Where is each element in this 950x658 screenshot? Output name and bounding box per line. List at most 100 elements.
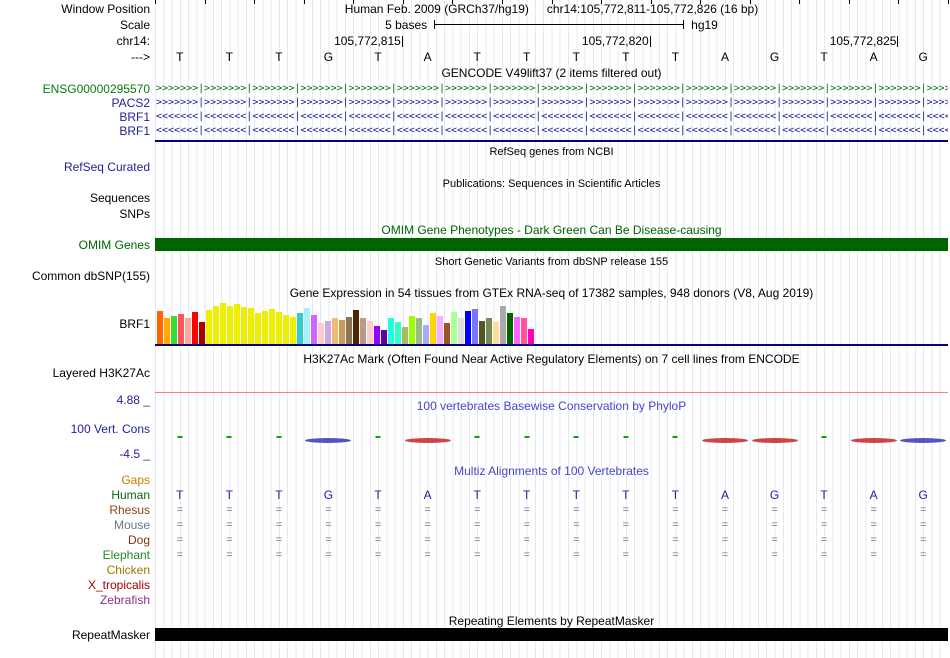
gtex-tissue-bar[interactable]	[402, 327, 408, 344]
label-layered-h3k27ac[interactable]: Layered H3K27Ac	[52, 366, 150, 380]
gtex-tissue-bar[interactable]	[157, 311, 163, 344]
gtex-tissue-bar[interactable]	[297, 313, 303, 344]
gene-label-brf1[interactable]: BRF1	[119, 124, 150, 138]
gtex-tissue-bar[interactable]	[213, 306, 219, 344]
gtex-track-title[interactable]: Gene Expression in 54 tissues from GTEx …	[289, 286, 814, 300]
multiz-track-title[interactable]: Multiz Alignments of 100 Vertebrates	[454, 464, 649, 478]
repeatmasker-bar[interactable]	[155, 628, 948, 641]
species-label-elephant[interactable]: Elephant	[102, 548, 150, 562]
gtex-tissue-bar[interactable]	[283, 315, 289, 344]
gtex-tissue-bar[interactable]	[437, 316, 443, 344]
omim-genes-bar[interactable]	[155, 238, 948, 251]
gtex-tissue-bar[interactable]	[486, 318, 492, 344]
gtex-tissue-bar[interactable]	[367, 321, 373, 344]
gtex-tissue-bar[interactable]	[409, 316, 415, 344]
gtex-tissue-bar[interactable]	[164, 318, 170, 344]
gtex-tissue-bar[interactable]	[269, 309, 275, 344]
gtex-tissue-bar[interactable]	[430, 313, 436, 344]
gtex-tissue-bar[interactable]	[241, 307, 247, 344]
gtex-tissue-bar[interactable]	[388, 318, 394, 344]
species-label-chicken[interactable]: Chicken	[106, 563, 150, 577]
gtex-tissue-bar[interactable]	[521, 318, 527, 344]
gtex-tissue-bar[interactable]	[304, 308, 310, 344]
gtex-tissue-bar[interactable]	[493, 322, 499, 344]
dbsnp-track-title[interactable]: Short Genetic Variants from dbSNP releas…	[434, 256, 669, 268]
gtex-tissue-bar[interactable]	[423, 325, 429, 344]
gtex-tissue-bar[interactable]	[227, 306, 233, 344]
gtex-tissue-bar[interactable]	[360, 318, 366, 344]
gtex-tissue-bar[interactable]	[339, 320, 345, 344]
publications-track-title[interactable]: Publications: Sequences in Scientific Ar…	[442, 178, 661, 190]
gtex-tissue-bar[interactable]	[381, 330, 387, 344]
species-label-mouse[interactable]: Mouse	[113, 518, 150, 532]
gtex-tissue-bar[interactable]	[416, 318, 422, 344]
label-common-dbsnp[interactable]: Common dbSNP(155)	[31, 269, 150, 283]
gtex-tissue-bar[interactable]	[318, 323, 324, 344]
refseq-track-title[interactable]: RefSeq genes from NCBI	[489, 146, 614, 158]
label-refseq-curated[interactable]: RefSeq Curated	[63, 160, 150, 174]
label-sequences[interactable]: Sequences	[89, 191, 150, 205]
gene-label-ensg00000295570[interactable]: ENSG00000295570	[42, 82, 150, 96]
label-omim-genes[interactable]: OMIM Genes	[78, 238, 150, 252]
gtex-tissue-bar[interactable]	[500, 306, 506, 344]
multiz-ditto-row[interactable]: = = = = = = = = = = = = = = = =	[155, 518, 948, 532]
gtex-tissue-bar[interactable]	[206, 310, 212, 344]
gtex-tissue-bar[interactable]	[199, 322, 205, 344]
gtex-tissue-bar[interactable]	[276, 312, 282, 344]
gtex-tissue-bar[interactable]	[465, 311, 471, 344]
gtex-tissue-bar[interactable]	[374, 326, 380, 344]
gene-track-row[interactable]: >>>>>>>|>>>>>>>|>>>>>>>|>>>>>>>|>>>>>>>|…	[156, 83, 948, 94]
gtex-expression-chart[interactable]	[157, 300, 946, 344]
gtex-tissue-bar[interactable]	[458, 318, 464, 344]
gtex-tissue-bar[interactable]	[395, 322, 401, 344]
gtex-tissue-bar[interactable]	[451, 312, 457, 344]
phylop-wiggle[interactable]	[155, 428, 948, 448]
species-label-dog[interactable]: Dog	[127, 533, 150, 547]
multiz-ditto-row[interactable]: = = = = = = = = = = = = = = = =	[155, 533, 948, 547]
gtex-tissue-bar[interactable]	[262, 311, 268, 344]
gtex-tissue-bar[interactable]	[178, 314, 184, 344]
gtex-tissue-bar[interactable]	[346, 317, 352, 344]
gtex-tissue-bar[interactable]	[255, 313, 261, 344]
gtex-tissue-bar[interactable]	[472, 309, 478, 344]
label-repeatmasker[interactable]: RepeatMasker	[71, 628, 150, 642]
species-label-gaps[interactable]: Gaps	[121, 473, 150, 487]
gtex-tissue-bar[interactable]	[192, 312, 198, 344]
gtex-tissue-bar[interactable]	[220, 303, 226, 344]
gtex-tissue-bar[interactable]	[248, 308, 254, 344]
species-label-human[interactable]: Human	[111, 488, 150, 502]
gtex-tissue-bar[interactable]	[234, 304, 240, 344]
omim-track-title[interactable]: OMIM Gene Phenotypes - Dark Green Can Be…	[381, 223, 722, 237]
gtex-tissue-bar[interactable]	[290, 317, 296, 344]
gtex-tissue-bar[interactable]	[325, 321, 331, 344]
label-gtex-gene[interactable]: BRF1	[119, 317, 150, 331]
gene-track-row[interactable]: <<<<<<<|<<<<<<<|<<<<<<<|<<<<<<<|<<<<<<<|…	[156, 111, 948, 122]
gtex-tissue-bar[interactable]	[479, 321, 485, 344]
species-label-zebrafish[interactable]: Zebrafish	[99, 593, 150, 607]
phylop-track-title[interactable]: 100 vertebrates Basewise Conservation by…	[416, 399, 687, 413]
species-label-rhesus[interactable]: Rhesus	[109, 503, 150, 517]
gtex-tissue-bar[interactable]	[444, 323, 450, 344]
gtex-tissue-bar[interactable]	[185, 318, 191, 344]
gene-track-row[interactable]: >>>>>>>|>>>>>>>|>>>>>>>|>>>>>>>|>>>>>>>|…	[156, 97, 948, 108]
multiz-ditto-row[interactable]: = = = = = = = = = = = = = = = =	[155, 503, 948, 517]
gtex-tissue-bar[interactable]	[311, 315, 317, 344]
multiz-ditto-row[interactable]: = = = = = = = = = = = = = = = =	[155, 548, 948, 562]
gencode-track-title[interactable]: GENCODE V49lift37 (2 items filtered out)	[441, 66, 662, 80]
gtex-tissue-bar[interactable]	[171, 316, 177, 344]
gtex-tissue-bar[interactable]	[332, 318, 338, 344]
label-100-vert-cons[interactable]: 100 Vert. Cons	[70, 422, 150, 436]
h3k27ac-track-title[interactable]: H3K27Ac Mark (Often Found Near Active Re…	[303, 352, 800, 366]
species-label-x_tropicalis[interactable]: X_tropicalis	[87, 578, 150, 592]
gene-track-row[interactable]: <<<<<<<|<<<<<<<|<<<<<<<|<<<<<<<|<<<<<<<|…	[156, 125, 948, 136]
gtex-tissue-bar[interactable]	[507, 313, 513, 344]
gtex-tissue-bar[interactable]	[353, 310, 359, 344]
gtex-tissue-bar[interactable]	[514, 317, 520, 344]
repeatmasker-track-title[interactable]: Repeating Elements by RepeatMasker	[448, 614, 655, 628]
gene-label-pacs2[interactable]: PACS2	[111, 96, 150, 110]
label-snps[interactable]: SNPs	[119, 207, 150, 221]
gene-label-brf1[interactable]: BRF1	[119, 110, 150, 124]
